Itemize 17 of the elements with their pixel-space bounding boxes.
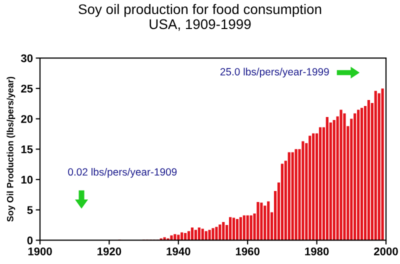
y-axis-title: Soy Oil Production (lbs/pers/year) [6, 76, 16, 222]
x-tick-label: 1960 [236, 247, 260, 256]
y-tick-label: 0 [27, 236, 33, 244]
chart-title: Soy oil production for food consumption USA, 1909-1999 [78, 4, 322, 31]
y-tick-label: 20 [21, 115, 33, 123]
annotation: 0.02 lbs/pers/year-1909 [68, 168, 177, 178]
x-tick-label: 1920 [98, 247, 122, 256]
y-tick-label: 5 [27, 206, 33, 214]
y-tick-label: 25 [21, 84, 33, 93]
x-tick-label: 1900 [28, 247, 52, 256]
x-tick-label: 1980 [305, 247, 329, 256]
y-tick-label: 10 [21, 176, 33, 184]
x-tick-label: 1940 [166, 247, 190, 256]
x-tick-label: 2000 [374, 247, 398, 256]
annotation: 25.0 lbs/pers/year-1999 [220, 68, 329, 78]
y-tick-label: 15 [21, 146, 33, 154]
y-tick-label: 30 [20, 54, 33, 62]
